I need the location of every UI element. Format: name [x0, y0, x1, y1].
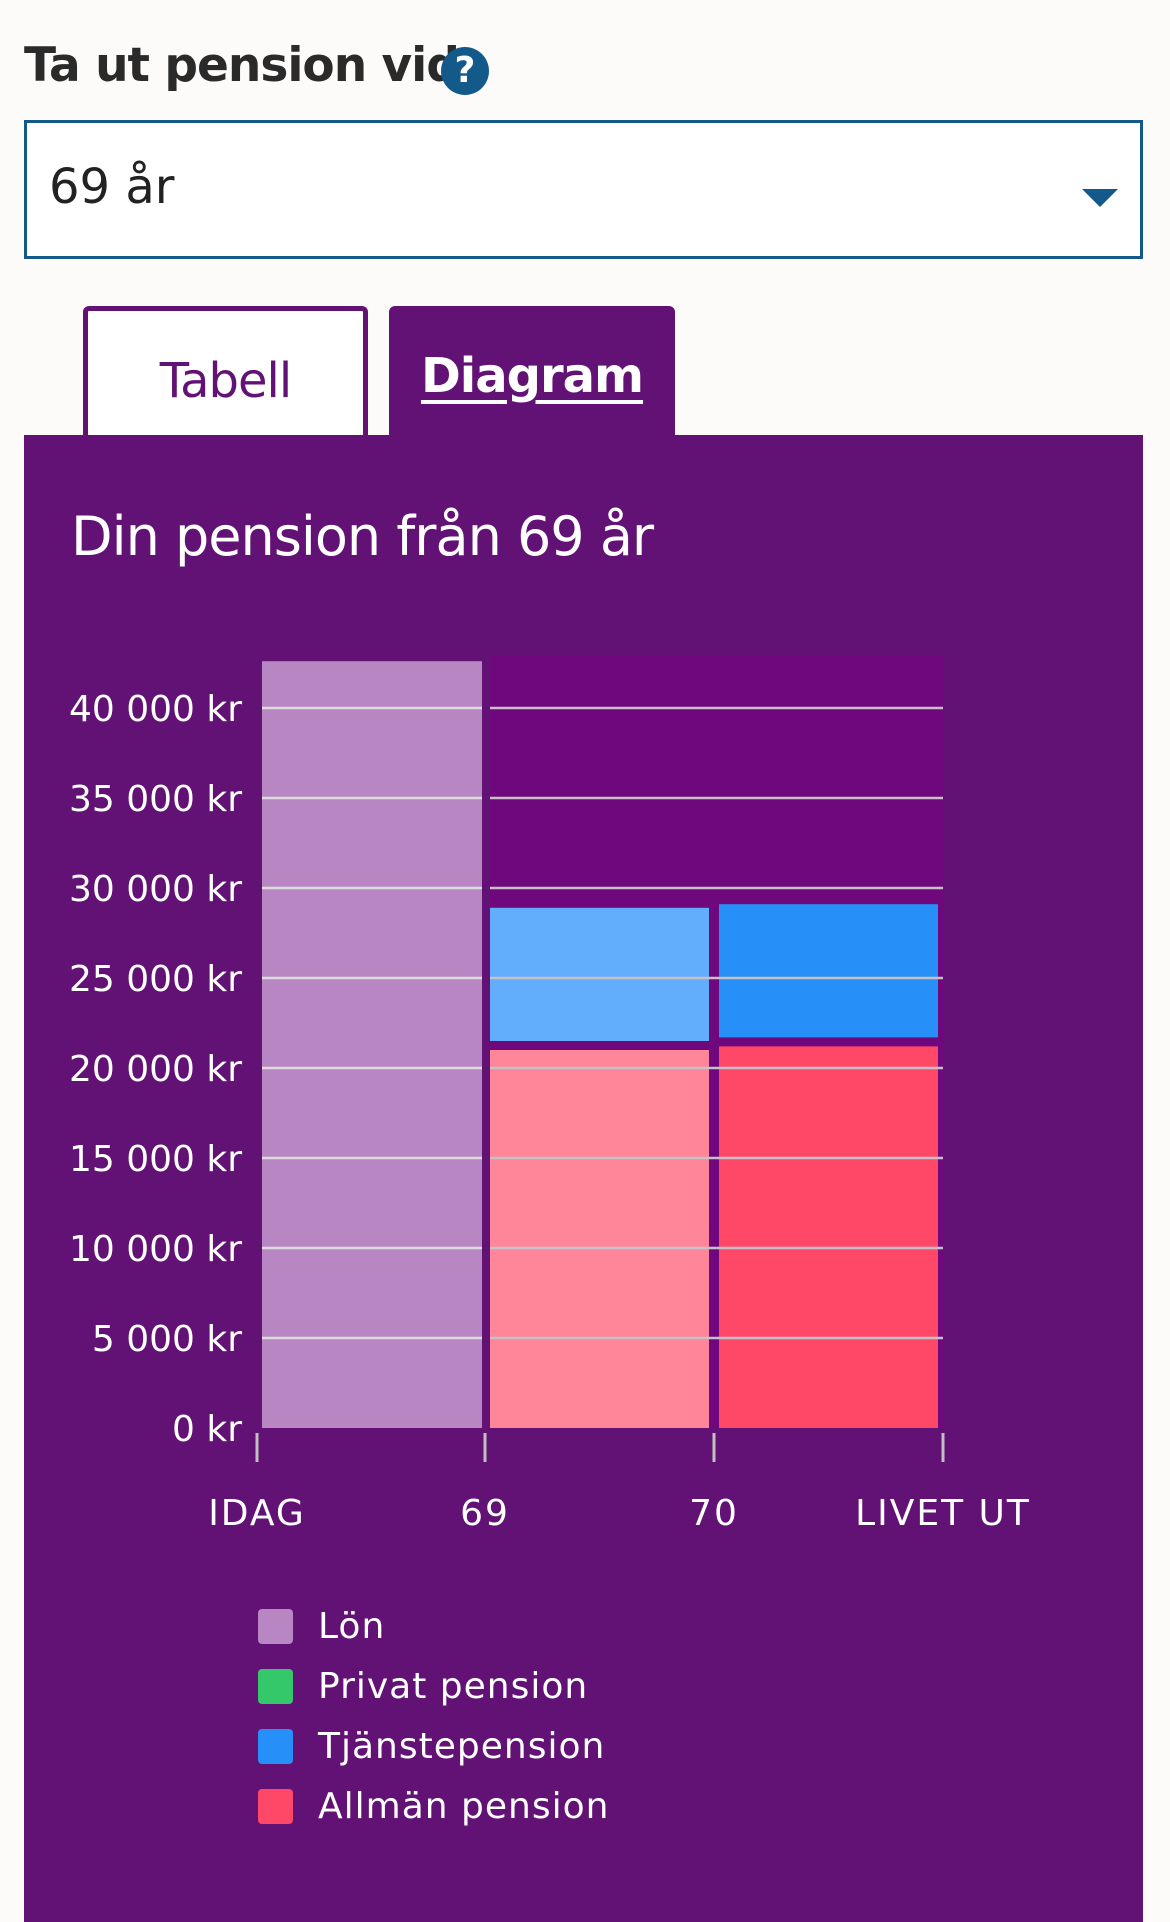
triangle-down-icon	[1082, 189, 1118, 207]
y-tick-label: 25 000 kr	[69, 959, 242, 1000]
bar-tj-nstepension-2[interactable]	[719, 904, 938, 1038]
chart-legend: Lön Privat pension Tjänstepension Allmän pe…	[258, 1596, 609, 1836]
bar-tj-nstepension-1[interactable]	[490, 907, 709, 1041]
tab-tabell[interactable]: Tabell	[83, 306, 368, 436]
legend-swatch	[258, 1608, 293, 1644]
x-tick-label: 69	[460, 1493, 510, 1534]
selected-age-value: 69 år	[49, 159, 175, 215]
legend-label: Allmän pension	[318, 1785, 610, 1827]
y-tick-label: 40 000 kr	[69, 689, 242, 730]
question-circle-icon[interactable]: ?	[441, 47, 489, 95]
bar-allm-n-pension-2[interactable]	[719, 1046, 938, 1428]
legend-label: Tjänstepension	[318, 1725, 606, 1767]
y-tick-label: 0 kr	[172, 1409, 242, 1450]
legend-item: Tjänstepension	[258, 1716, 609, 1776]
legend-item: Allmän pension	[258, 1776, 609, 1836]
bar-l-n-0[interactable]	[262, 661, 482, 1428]
y-tick-label: 30 000 kr	[69, 869, 242, 910]
x-tick-label: 70	[689, 1493, 739, 1534]
chart-title: Din pension från 69 år	[71, 505, 654, 568]
legend-label: Lön	[318, 1605, 386, 1647]
y-tick-label: 35 000 kr	[69, 779, 242, 820]
retirement-age-select[interactable]: 69 år	[24, 120, 1143, 259]
legend-swatch	[258, 1728, 293, 1764]
legend-swatch	[258, 1668, 293, 1704]
y-tick-label: 20 000 kr	[69, 1049, 242, 1090]
retirement-age-label: Ta ut pension vid	[24, 38, 460, 93]
legend-label: Privat pension	[318, 1665, 589, 1707]
y-tick-label: 10 000 kr	[69, 1229, 242, 1270]
x-tick-label: IDAG	[208, 1493, 306, 1534]
bar-allm-n-pension-1[interactable]	[490, 1050, 709, 1428]
tab-diagram[interactable]: Diagram	[389, 306, 675, 436]
y-tick-label: 15 000 kr	[69, 1139, 242, 1180]
y-tick-label: 5 000 kr	[92, 1319, 242, 1360]
legend-item: Privat pension	[258, 1656, 609, 1716]
legend-swatch	[258, 1788, 293, 1824]
x-tick-label: LIVET UT	[855, 1493, 1031, 1534]
legend-item: Lön	[258, 1596, 609, 1656]
